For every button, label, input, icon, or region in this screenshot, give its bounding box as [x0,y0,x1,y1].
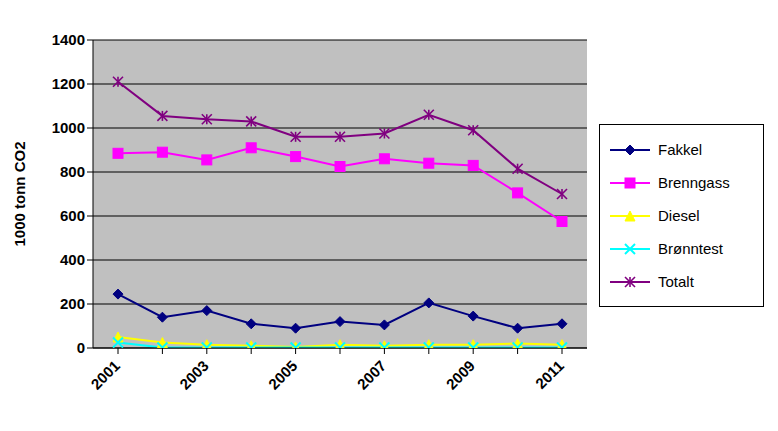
svg-text:0: 0 [77,339,85,356]
svg-text:2007: 2007 [354,357,390,393]
html-text:Diesel: Diesel [658,207,700,224]
svg-text:800: 800 [60,163,85,180]
html-text:Brenngass: Brenngass [658,174,730,191]
html-text:Fakkel: Fakkel [658,141,703,158]
svg-text:1000 tonn CO2: 1000 tonn CO2 [11,141,28,246]
svg-text:600: 600 [60,207,85,224]
svg-text:2009: 2009 [443,357,479,393]
svg-text:400: 400 [60,251,85,268]
svg-text:2001: 2001 [87,357,123,393]
svg-text:1000: 1000 [52,119,85,136]
svg-text:200: 200 [60,295,85,312]
svg-text:2011: 2011 [532,357,567,392]
html-text:Totalt: Totalt [658,273,694,290]
svg-text:2003: 2003 [176,357,212,393]
html-text:Brønntest: Brønntest [658,240,723,257]
svg-text:1200: 1200 [52,75,85,92]
svg-text:2005: 2005 [265,357,301,393]
svg-text:1400: 1400 [52,31,85,48]
